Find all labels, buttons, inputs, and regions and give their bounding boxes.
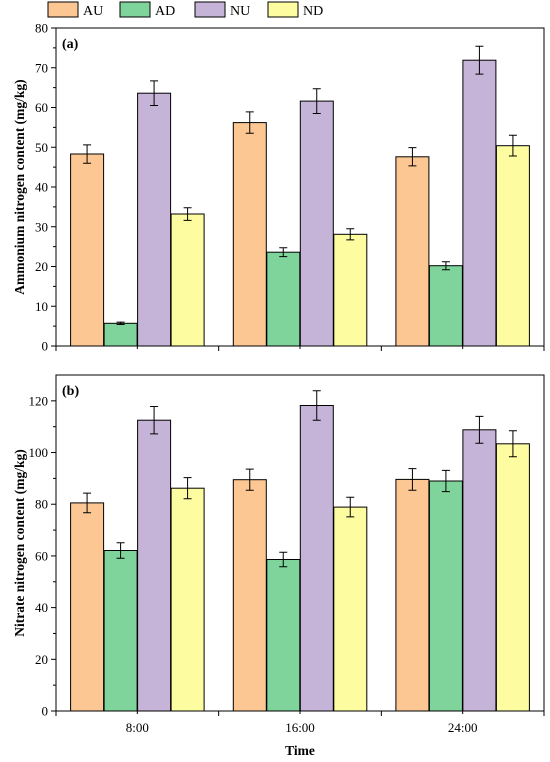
panel-b-label: (b) xyxy=(62,384,79,399)
panel-a-error-bar-nu-800 xyxy=(150,80,159,106)
panel-a-y-tick-label: 20 xyxy=(35,259,48,274)
panel-b-error-bar-nd-1600 xyxy=(346,496,355,518)
panel-b-error-bar-ad-2400 xyxy=(441,469,450,493)
panel-a-y-tick-label: 70 xyxy=(35,60,48,75)
legend-swatch-ad xyxy=(119,1,151,18)
panel-a-error-bar-au-2400 xyxy=(408,147,417,167)
panel-a-label: (a) xyxy=(62,37,79,52)
panel-a-bar-au-1600 xyxy=(232,122,267,347)
panel-a-bar-au-800 xyxy=(70,153,105,347)
panel-a-y-tick-label: 80 xyxy=(35,21,48,36)
legend-swatch-nd xyxy=(267,1,299,18)
panel-b-y-tick-label: 60 xyxy=(35,548,48,563)
panel-a-y-axis-title: Ammonium nitrogen content (mg/kg) xyxy=(12,79,27,294)
panel-a-bar-nd-1600 xyxy=(333,233,368,347)
panel-a-bar-nu-1600 xyxy=(299,100,334,347)
panel-a-error-bar-nd-1600 xyxy=(346,228,355,241)
panel-a-y-tick-label: 10 xyxy=(35,299,48,314)
panel-b-y-tick-label: 80 xyxy=(35,497,48,512)
x-axis-title: Time xyxy=(285,743,315,758)
panel-b-bar-nu-2400 xyxy=(462,429,497,712)
panel-a-error-bar-ad-1600 xyxy=(279,247,288,258)
panel-b-error-bar-au-1600 xyxy=(245,468,254,491)
panel-a-error-bar-nd-2400 xyxy=(508,134,517,157)
panel-b-error-bar-ad-1600 xyxy=(279,551,288,568)
panel-b-bar-ad-1600 xyxy=(266,559,301,712)
panel-b-bar-au-2400 xyxy=(395,478,430,712)
panel-b-bar-ad-800 xyxy=(103,550,138,712)
panel-b-bar-nd-800 xyxy=(170,487,205,712)
panel-a-y-tick-label: 0 xyxy=(42,339,49,354)
panel-a-ammonium-chart: 0 10 20 30 40 50 60 70 80 (a) Ammonium nitrogen … xyxy=(12,21,545,354)
panel-b-y-tick-label: 40 xyxy=(35,600,48,615)
panel-b-x-tick-label: 24:00 xyxy=(448,720,478,735)
panel-a-bar-ad-1600 xyxy=(266,251,301,347)
legend-swatch-au xyxy=(47,1,79,18)
legend-label-nd: ND xyxy=(303,4,323,19)
panel-b-nitrate-chart: 0 20 40 60 80 100 120 8:00 16:00 24:00 (b) Nitrat… xyxy=(12,374,545,735)
panel-b-error-bar-au-2400 xyxy=(408,468,417,491)
panel-b-bar-au-1600 xyxy=(232,479,267,712)
panel-a-bar-ad-2400 xyxy=(428,265,463,347)
panel-a-y-tick-label: 50 xyxy=(35,140,48,155)
panel-b-error-bar-au-800 xyxy=(83,492,92,514)
panel-b-error-bar-nu-2400 xyxy=(475,415,484,444)
panel-b-bar-nu-800 xyxy=(137,419,172,712)
panel-a-y-tick-label: 30 xyxy=(35,219,48,234)
panel-a-error-bar-ad-800 xyxy=(116,321,125,325)
panel-b-bar-nd-2400 xyxy=(495,443,530,712)
panel-b-error-bar-nu-800 xyxy=(150,406,159,435)
panel-b-error-bar-nd-800 xyxy=(183,477,192,500)
panel-a-error-bar-ad-2400 xyxy=(441,261,450,271)
panel-a-error-bar-au-1600 xyxy=(245,111,254,134)
panel-a-y-tick-label: 40 xyxy=(35,180,48,195)
panel-b-y-axis-title: Nitrate nitrogen content (mg/kg) xyxy=(12,449,27,637)
panel-a-bar-au-2400 xyxy=(395,156,430,347)
panel-b-y-tick-label: 0 xyxy=(42,704,49,719)
panel-a-bar-nd-800 xyxy=(170,213,205,347)
panel-a-bar-ad-800 xyxy=(103,322,138,347)
panel-b-bar-nu-1600 xyxy=(299,405,334,712)
panel-b-bar-au-800 xyxy=(70,502,105,712)
legend-label-ad: AD xyxy=(155,4,175,19)
panel-b-y-tick-label: 20 xyxy=(35,652,48,667)
panel-b-x-tick-label: 8:00 xyxy=(126,720,149,735)
panel-b-error-bar-nd-2400 xyxy=(508,430,517,458)
panel-b-error-bar-ad-800 xyxy=(116,542,125,559)
panel-b-bar-nd-1600 xyxy=(333,506,368,712)
panel-a-error-bar-nd-800 xyxy=(183,207,192,221)
panel-a-error-bar-au-800 xyxy=(83,144,92,164)
legend-label-au: AU xyxy=(83,4,103,19)
panel-a-error-bar-nu-2400 xyxy=(475,45,484,75)
panel-b-error-bar-nu-1600 xyxy=(312,390,321,421)
legend-swatch-nu xyxy=(194,1,226,18)
panel-b-bar-ad-2400 xyxy=(428,480,463,712)
panel-a-bar-nd-2400 xyxy=(495,145,530,347)
panel-b-y-tick-label: 100 xyxy=(29,445,49,460)
panel-a-bar-nu-800 xyxy=(137,92,172,347)
panel-a-y-tick-label: 60 xyxy=(35,100,48,115)
panel-a-bar-nu-2400 xyxy=(462,59,497,347)
panel-a-error-bar-nu-1600 xyxy=(312,88,321,114)
panel-b-y-tick-label: 120 xyxy=(29,393,49,408)
panel-b-x-tick-label: 16:00 xyxy=(285,720,315,735)
legend-label-nu: NU xyxy=(230,4,250,19)
legend: AU AD NU ND xyxy=(47,1,323,19)
